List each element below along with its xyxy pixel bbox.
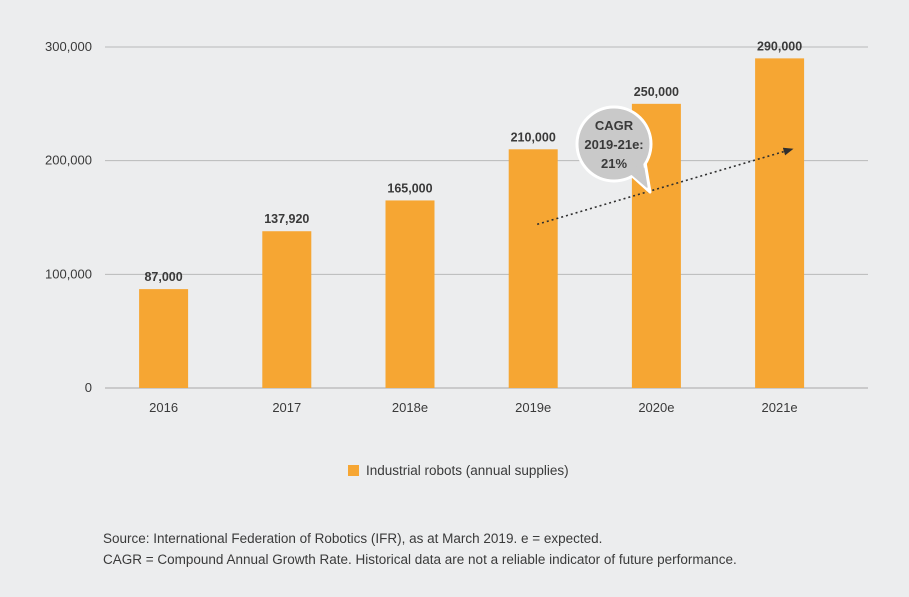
y-tick-label: 100,000 bbox=[45, 266, 92, 281]
legend-label: Industrial robots (annual supplies) bbox=[366, 463, 569, 478]
cagr-bubble-text: CAGR bbox=[595, 118, 634, 133]
x-tick-label: 2016 bbox=[149, 400, 178, 415]
bar-2017 bbox=[262, 231, 312, 388]
y-tick-label: 300,000 bbox=[45, 39, 92, 54]
bar-value-labels: 87,000 137,920 165,000 210,000 250,000 290,00… bbox=[144, 39, 802, 284]
source-note: Source: International Federation of Robo… bbox=[103, 531, 603, 546]
bar-value-label: 210,000 bbox=[511, 130, 556, 144]
cagr-bubble-text: 21% bbox=[601, 156, 627, 171]
bar-2021e bbox=[755, 58, 805, 388]
cagr-bubble bbox=[575, 105, 653, 183]
cagr-bubble-text: 2019-21e: bbox=[584, 137, 643, 152]
cagr-trend-arrow bbox=[536, 147, 794, 226]
bubble-tail-fill bbox=[628, 162, 647, 188]
x-tick-label: 2019e bbox=[515, 400, 551, 415]
x-tick-label: 2018e bbox=[392, 400, 428, 415]
y-tick-label: 200,000 bbox=[45, 153, 92, 168]
bar-value-label: 290,000 bbox=[757, 39, 802, 53]
x-tick-label: 2017 bbox=[272, 400, 301, 415]
bar-2018e bbox=[385, 200, 435, 388]
legend-swatch bbox=[348, 465, 359, 476]
bars bbox=[139, 58, 805, 388]
y-tick-label: 0 bbox=[85, 380, 92, 395]
cagr-annotation: CAGR 2019-21e: 21% bbox=[536, 105, 794, 226]
legend: Industrial robots (annual supplies) bbox=[348, 463, 569, 478]
bar-value-label: 87,000 bbox=[144, 270, 182, 284]
bar-value-label: 165,000 bbox=[387, 181, 432, 195]
bar-value-label: 137,920 bbox=[264, 212, 309, 226]
cagr-definition-note: CAGR = Compound Annual Growth Rate. Hist… bbox=[103, 552, 737, 567]
x-tick-label: 2021e bbox=[762, 400, 798, 415]
gridlines bbox=[105, 46, 868, 389]
bar-value-label: 250,000 bbox=[634, 85, 679, 99]
bar-2019e bbox=[508, 149, 558, 388]
x-tick-label: 2020e bbox=[638, 400, 674, 415]
x-axis-tick-labels: 2016 2017 2018e 2019e 2020e 2021e bbox=[149, 400, 798, 415]
bar-2016 bbox=[139, 289, 189, 388]
y-axis-tick-labels: 0 100,000 200,000 300,000 bbox=[45, 39, 92, 395]
